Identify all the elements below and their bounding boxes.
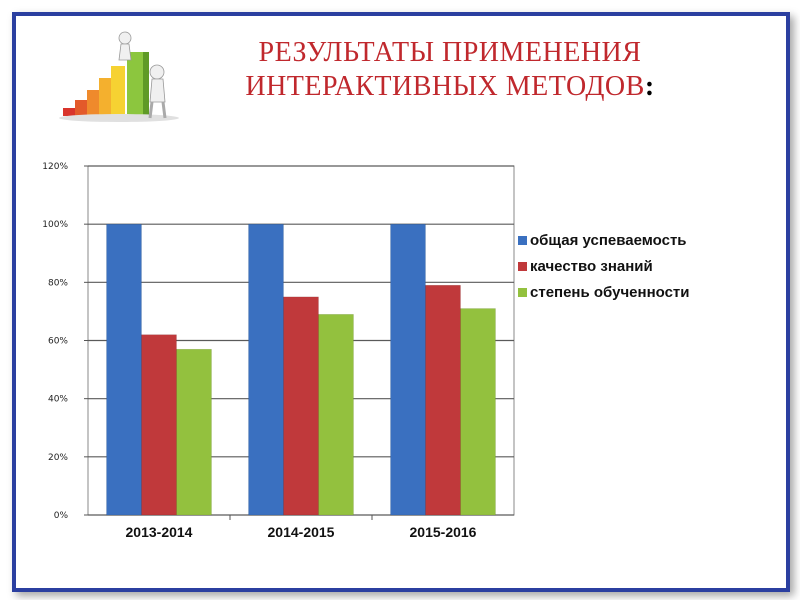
bar	[106, 223, 142, 516]
legend-swatch	[518, 236, 527, 245]
title-colon: :	[644, 71, 655, 102]
bar	[318, 314, 354, 516]
y-tick-label: 100%	[42, 220, 68, 230]
legend-label: степень обученности	[530, 284, 690, 301]
bar	[390, 223, 426, 516]
title-line-2: ИНТЕРАКТИВНЫХ МЕТОДОВ:	[190, 70, 710, 104]
bar	[248, 223, 284, 516]
x-tick-label: 2013-2014	[126, 524, 193, 540]
title-line-1: РЕЗУЛЬТАТЫ ПРИМЕНЕНИЯ	[258, 37, 642, 68]
growth-chart-illustration-icon	[59, 31, 179, 122]
bar	[460, 308, 496, 516]
legend-label: общая успеваемость	[530, 232, 687, 249]
bar	[176, 348, 212, 516]
x-tick-label: 2015-2016	[410, 524, 477, 540]
y-tick-label: 40%	[48, 395, 68, 405]
y-tick-label: 0%	[54, 511, 69, 521]
y-tick-label: 80%	[48, 278, 68, 288]
bar	[141, 334, 177, 516]
title-line-2-text: ИНТЕРАКТИВНЫХ МЕТОДОВ	[245, 71, 645, 102]
y-tick-label: 60%	[48, 337, 68, 347]
slide-title: РЕЗУЛЬТАТЫ ПРИМЕНЕНИЯ ИНТЕРАКТИВНЫХ МЕТО…	[190, 36, 710, 104]
y-tick-label: 20%	[48, 453, 68, 463]
y-tick-label: 120%	[42, 162, 68, 172]
bar	[283, 296, 319, 516]
legend-label: качество знаний	[530, 258, 653, 275]
legend-swatch	[518, 288, 527, 297]
bar	[425, 284, 461, 516]
x-tick-label: 2014-2015	[268, 524, 335, 540]
legend-swatch	[518, 262, 527, 271]
